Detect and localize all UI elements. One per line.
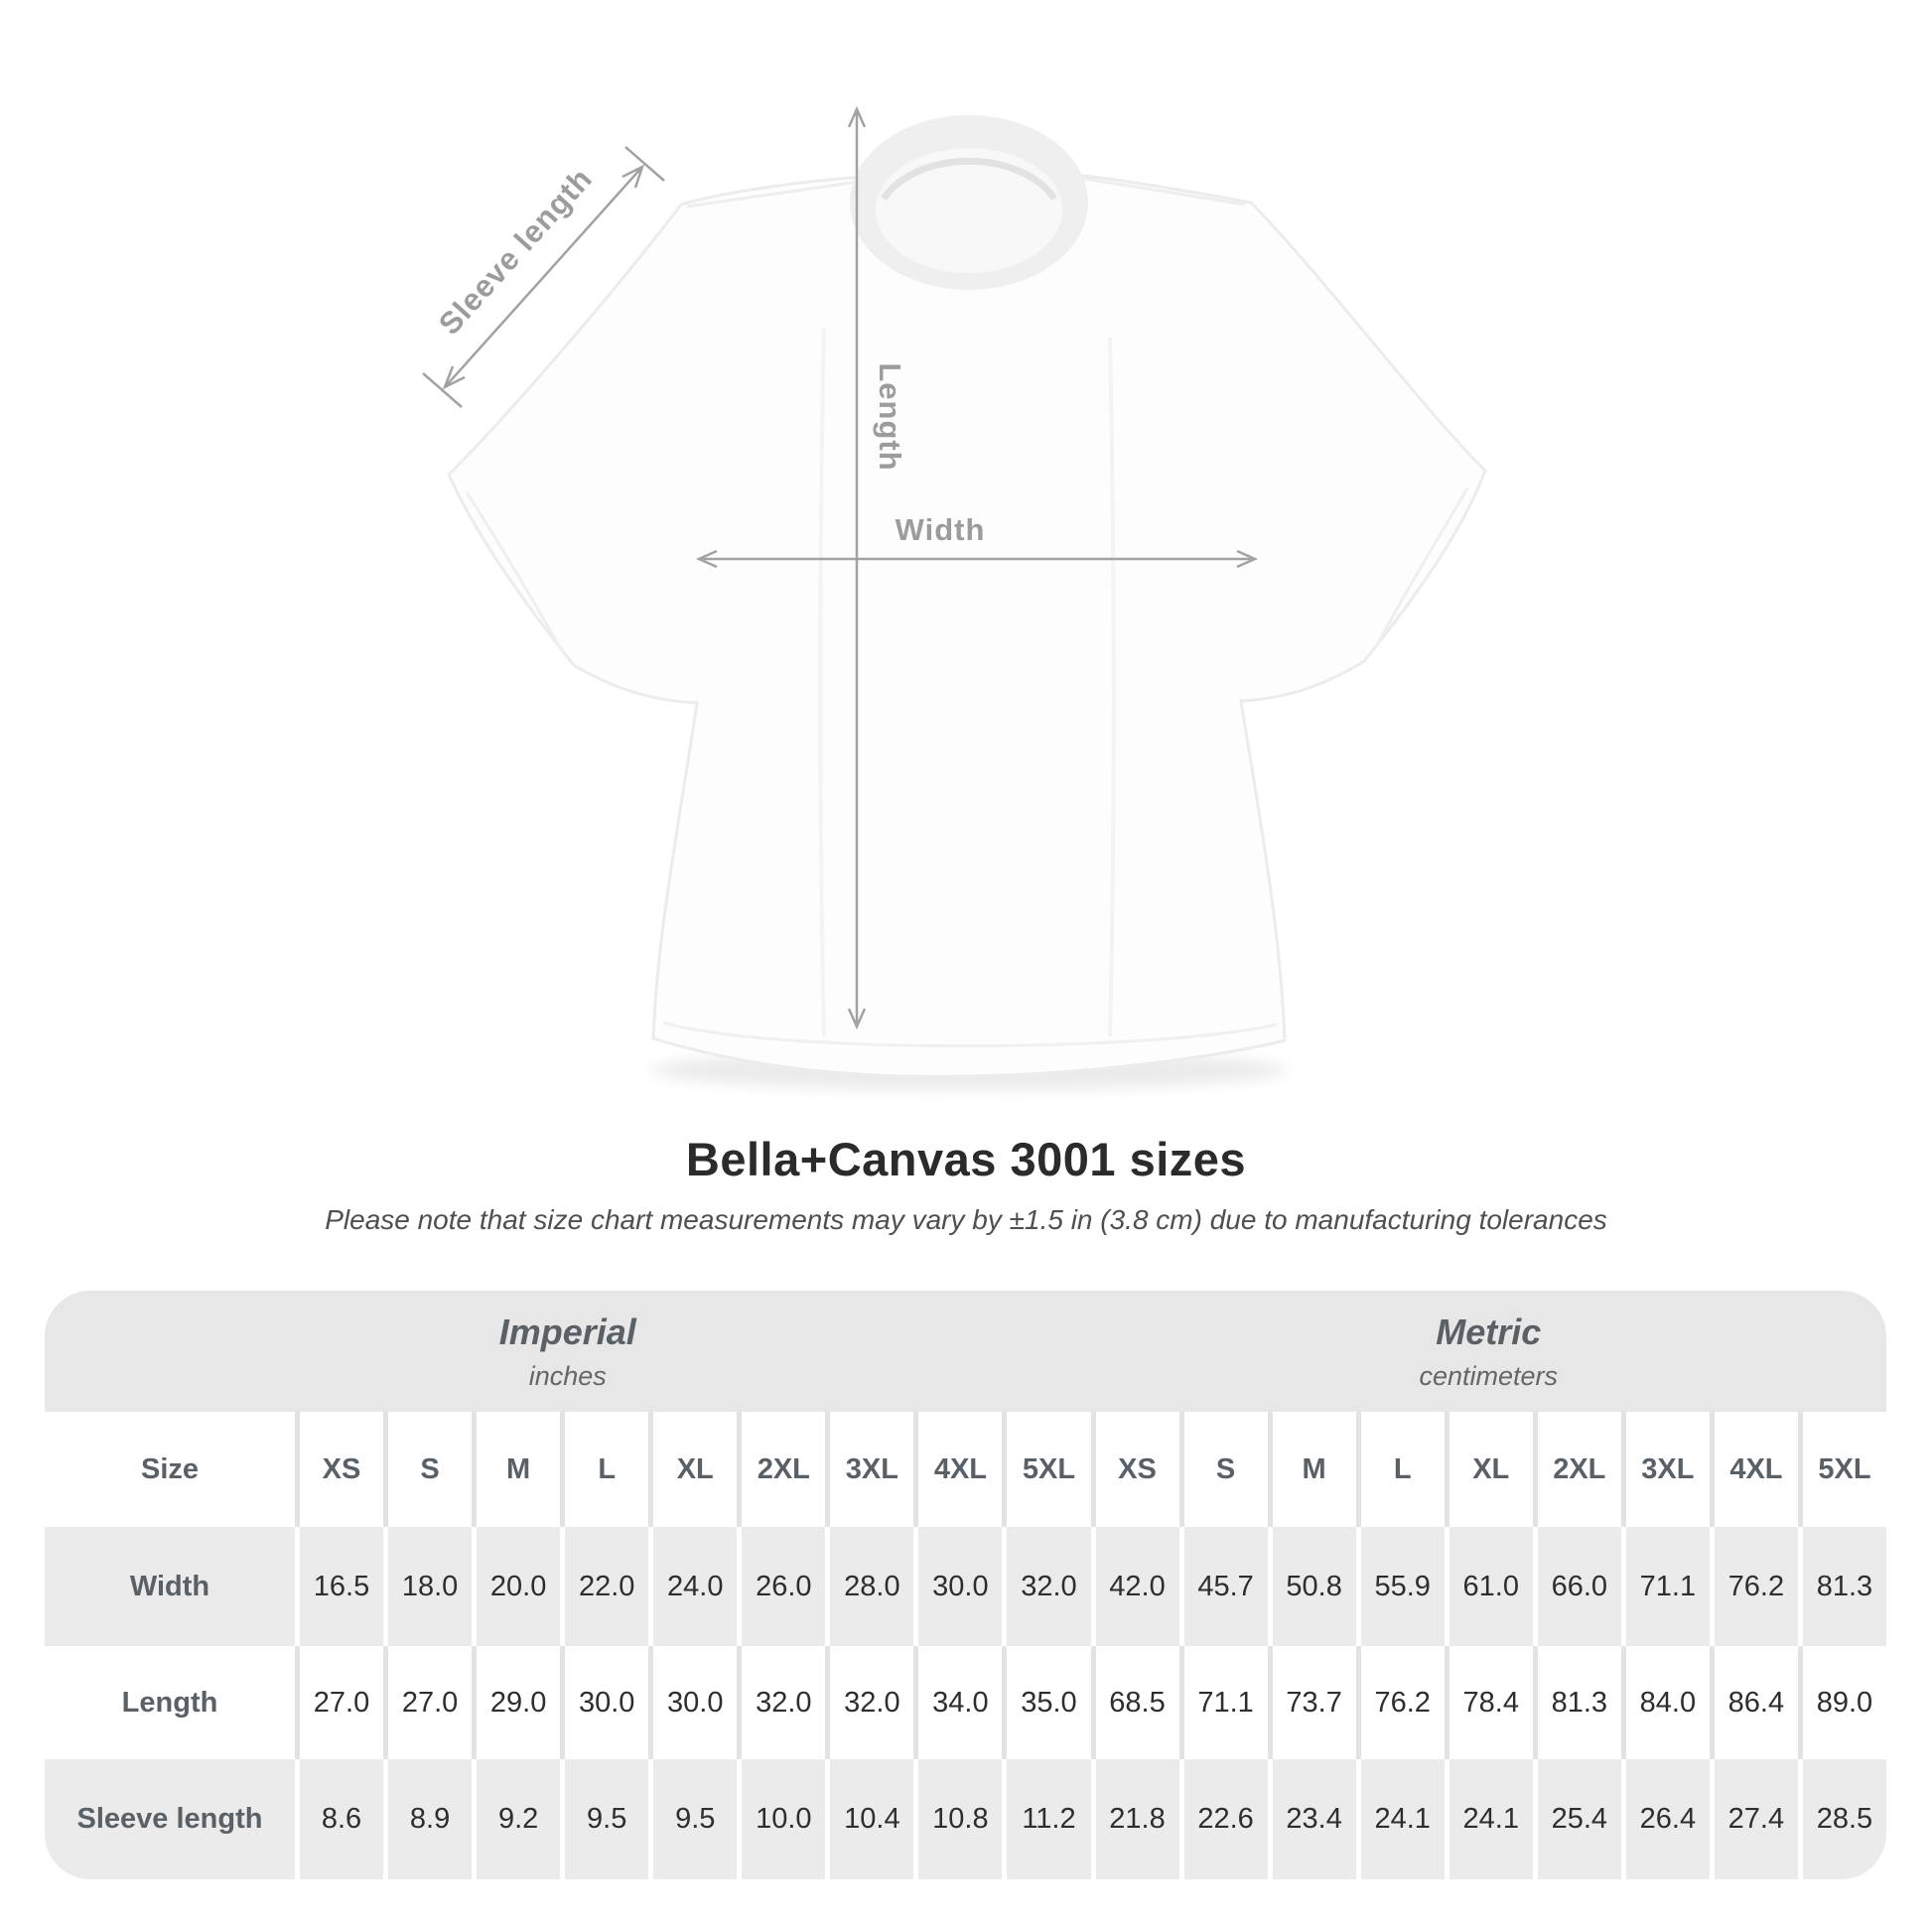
metric-label: Metric <box>1436 1311 1542 1352</box>
dimension-arrows <box>422 105 1259 1031</box>
value-cell: 26.4 <box>1620 1759 1710 1879</box>
value-cell: 8.6 <box>295 1759 384 1879</box>
value-cell: 8.9 <box>383 1759 473 1879</box>
value-cell: 20.0 <box>472 1527 561 1646</box>
value-cell: 27.0 <box>295 1646 384 1759</box>
title-block: Bella+Canvas 3001 sizes Please note that… <box>0 1132 1932 1236</box>
value-cell: 84.0 <box>1620 1646 1710 1759</box>
value-cell: 11.2 <box>1002 1759 1091 1879</box>
value-cell: 21.8 <box>1090 1759 1179 1879</box>
value-cell: 28.0 <box>825 1527 914 1646</box>
value-cell: 55.9 <box>1355 1527 1445 1646</box>
tolerance-note: Please note that size chart measurements… <box>325 1204 1607 1235</box>
value-cell: 78.4 <box>1444 1646 1533 1759</box>
value-cell: 32.0 <box>825 1646 914 1759</box>
value-cell: 32.0 <box>1002 1527 1091 1646</box>
value-cell: 32.0 <box>737 1646 826 1759</box>
size-table: Imperial inches Metric centimeters Size X… <box>45 1291 1886 1879</box>
metric-group-header: Metric centimeters <box>1090 1291 1886 1412</box>
value-cell: 81.3 <box>1532 1646 1621 1759</box>
value-cell: 10.8 <box>913 1759 1003 1879</box>
value-cell: 30.0 <box>648 1646 738 1759</box>
size-header-cell: XS <box>295 1412 384 1527</box>
value-cell: 86.4 <box>1709 1646 1798 1759</box>
value-cell: 25.4 <box>1532 1759 1621 1879</box>
size-header-cell: 3XL <box>825 1412 914 1527</box>
value-cell: 10.0 <box>737 1759 826 1879</box>
value-cell: 9.5 <box>648 1759 738 1879</box>
value-cell: 10.4 <box>825 1759 914 1879</box>
value-cell: 42.0 <box>1090 1527 1179 1646</box>
size-header-cell: XL <box>1444 1412 1533 1527</box>
length-label: Length <box>873 362 907 471</box>
value-cell: 73.7 <box>1267 1646 1356 1759</box>
value-cell: 9.5 <box>560 1759 649 1879</box>
size-header-cell: 2XL <box>737 1412 826 1527</box>
page-title: Bella+Canvas 3001 sizes <box>685 1133 1247 1185</box>
value-cell: 35.0 <box>1002 1646 1091 1759</box>
width-label: Width <box>896 512 986 547</box>
value-cell: 30.0 <box>560 1646 649 1759</box>
value-cell: 45.7 <box>1178 1527 1268 1646</box>
value-cell: 30.0 <box>913 1527 1003 1646</box>
value-cell: 23.4 <box>1267 1759 1356 1879</box>
value-cell: 18.0 <box>383 1527 473 1646</box>
value-cell: 22.0 <box>560 1527 649 1646</box>
value-cell: 26.0 <box>737 1527 826 1646</box>
value-cell: 76.2 <box>1355 1646 1445 1759</box>
size-header-cell: M <box>1267 1412 1356 1527</box>
size-column-header: Size <box>45 1412 295 1527</box>
value-cell: 50.8 <box>1267 1527 1356 1646</box>
size-header-cell: 3XL <box>1620 1412 1710 1527</box>
value-cell: 76.2 <box>1709 1527 1798 1646</box>
value-cell: 27.4 <box>1709 1759 1798 1879</box>
value-cell: 71.1 <box>1178 1646 1268 1759</box>
tee-fold-lines <box>465 175 1469 1047</box>
imperial-group-header: Imperial inches <box>45 1291 1091 1412</box>
value-cell: 16.5 <box>295 1527 384 1646</box>
size-header-cell: L <box>1355 1412 1445 1527</box>
size-header-cell: L <box>560 1412 649 1527</box>
size-header-cell: 5XL <box>1797 1412 1886 1527</box>
size-header-cell: 4XL <box>1709 1412 1798 1527</box>
value-cell: 89.0 <box>1797 1646 1886 1759</box>
value-cell: 29.0 <box>472 1646 561 1759</box>
size-header-cell: S <box>383 1412 473 1527</box>
metric-unit-label: centimeters <box>1419 1360 1559 1391</box>
size-header-cell: XS <box>1090 1412 1179 1527</box>
sleeve-length-label: Sleeve length <box>432 161 599 342</box>
size-header-cell: S <box>1178 1412 1268 1527</box>
size-header-cell: XL <box>648 1412 738 1527</box>
row-label: Width <box>45 1527 295 1646</box>
value-cell: 66.0 <box>1532 1527 1621 1646</box>
value-cell: 24.1 <box>1444 1759 1533 1879</box>
value-cell: 24.0 <box>648 1527 738 1646</box>
value-cell: 34.0 <box>913 1646 1003 1759</box>
size-header-cell: M <box>472 1412 561 1527</box>
value-cell: 24.1 <box>1355 1759 1445 1879</box>
imperial-unit-label: inches <box>528 1360 607 1391</box>
value-cell: 28.5 <box>1797 1759 1886 1879</box>
value-cell: 9.2 <box>472 1759 561 1879</box>
tee-body <box>447 117 1487 1078</box>
size-header-cell: 5XL <box>1002 1412 1091 1527</box>
value-cell: 81.3 <box>1797 1527 1886 1646</box>
size-header-cell: 4XL <box>913 1412 1003 1527</box>
value-cell: 71.1 <box>1620 1527 1710 1646</box>
value-cell: 61.0 <box>1444 1527 1533 1646</box>
sleeve-arrow <box>444 166 643 388</box>
row-label: Sleeve length <box>45 1759 295 1879</box>
imperial-label: Imperial <box>498 1311 636 1352</box>
value-cell: 22.6 <box>1178 1759 1268 1879</box>
value-cell: 68.5 <box>1090 1646 1179 1759</box>
size-header-cell: 2XL <box>1532 1412 1621 1527</box>
value-cell: 27.0 <box>383 1646 473 1759</box>
row-label: Length <box>45 1646 295 1759</box>
tshirt-measurement-diagram: Sleeve length Length Width <box>422 105 1487 1090</box>
tee-collar <box>850 115 1088 290</box>
